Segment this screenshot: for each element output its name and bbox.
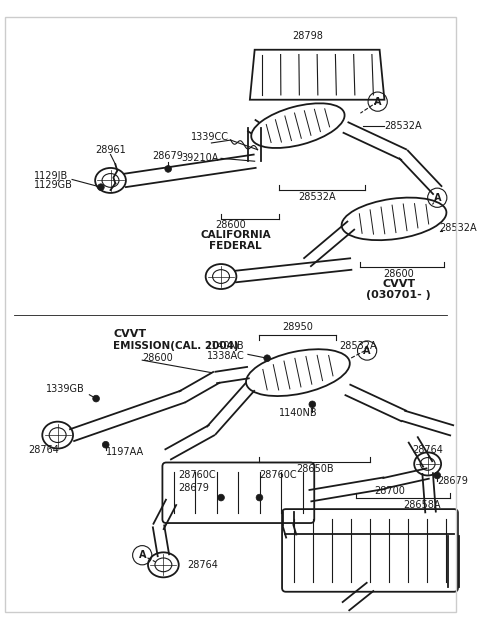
Text: 28961: 28961 [95,145,126,155]
Circle shape [165,165,171,172]
Circle shape [97,184,104,191]
Circle shape [102,442,109,448]
Text: 1197AA: 1197AA [106,447,144,457]
Text: 28650B: 28650B [296,464,334,474]
Text: FEDERAL: FEDERAL [209,241,262,251]
Text: 28760C: 28760C [179,470,216,481]
Text: 28679: 28679 [153,152,184,162]
Text: 28600: 28600 [215,220,246,230]
Text: 28679: 28679 [437,476,468,486]
Text: A: A [374,97,382,107]
Text: A: A [363,345,371,355]
Text: 28760C: 28760C [260,470,297,481]
Text: 28532A: 28532A [339,341,377,351]
Text: 28600: 28600 [384,269,414,279]
Text: 28764: 28764 [412,445,443,455]
Text: 28532A: 28532A [439,223,477,233]
Text: A: A [138,550,146,560]
Text: 28700: 28700 [375,486,406,496]
Text: 1129GB: 1129GB [34,181,72,190]
Text: 28600: 28600 [142,353,173,363]
Text: 1339CC: 1339CC [191,132,229,142]
Text: (030701- ): (030701- ) [366,290,431,300]
Text: EMISSION(CAL. 2004): EMISSION(CAL. 2004) [113,341,239,351]
Text: CVVT: CVVT [113,329,146,339]
Circle shape [93,395,99,402]
Text: A: A [433,192,441,203]
Text: 1140NB: 1140NB [206,341,245,351]
Text: 28764: 28764 [28,445,59,455]
Text: 28764: 28764 [187,560,218,570]
Circle shape [217,494,224,501]
Text: 39210A: 39210A [182,153,219,164]
Text: 28532A: 28532A [384,121,422,131]
Circle shape [264,355,271,362]
Text: 1129JB: 1129JB [34,170,68,181]
Text: 28658A: 28658A [404,500,441,510]
Text: 28532A: 28532A [299,192,336,202]
Text: CVVT: CVVT [382,279,415,289]
Text: 28679: 28679 [179,483,209,493]
Text: 1339GB: 1339GB [46,384,84,394]
Text: 28798: 28798 [292,31,323,42]
Circle shape [256,494,263,501]
Circle shape [309,401,316,408]
Text: 28950: 28950 [282,323,313,333]
Circle shape [434,472,441,479]
Text: 1338AC: 1338AC [207,352,245,361]
Text: CALIFORNIA: CALIFORNIA [200,230,271,240]
Text: 1140NB: 1140NB [278,408,317,418]
